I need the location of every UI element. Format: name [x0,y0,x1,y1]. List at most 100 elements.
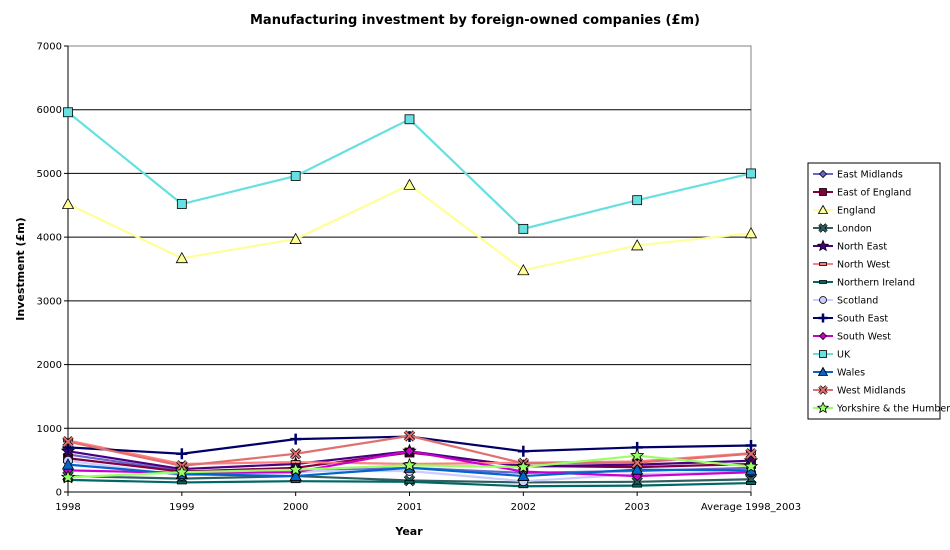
y-tick-label: 6000 [37,105,62,116]
data-point [745,439,757,451]
data-point [288,462,303,476]
legend-label: Wales [837,368,865,379]
chart-title: Manufacturing investment by foreign-owne… [250,13,700,28]
data-point [176,448,188,460]
data-point [818,313,828,323]
data-point [61,458,75,470]
y-tick-label: 7000 [37,42,62,53]
legend-label: West Midlands [837,386,906,397]
x-tick-label: 1999 [169,502,194,513]
legend-label: UK [837,350,851,361]
legend-label: North East [837,242,887,253]
legend-label: South East [837,314,888,325]
legend-item: South East [813,313,888,325]
data-point [819,296,827,304]
data-point [819,350,827,358]
legend-item: Northern Ireland [813,278,915,289]
y-tick-label: 5000 [37,169,62,180]
data-point [289,448,302,460]
x-tick-label: 2002 [511,502,536,513]
legend-item: London [813,223,872,235]
legend-box [807,162,941,420]
legend-item: South West [813,332,891,343]
series-england [61,178,758,276]
y-tick-label: 4000 [37,233,62,244]
legend-item: UK [813,350,851,361]
data-point [176,480,187,485]
data-point [517,445,529,457]
x-tick-label: 2000 [283,502,308,513]
data-point [632,195,643,206]
legend: East Midlands East of England England Londo… [807,162,950,420]
data-point [818,331,828,341]
data-point [404,114,415,125]
data-point [744,226,758,239]
data-point [61,197,75,209]
legend-item: West Midlands [813,385,906,397]
x-tick-label: 1998 [55,502,80,513]
y-axis: 0 1000 2000 3000 4000 5000 6000 7000 [37,42,69,499]
data-point [745,448,757,460]
data-point [60,469,76,484]
legend-label: Northern Ireland [837,278,915,289]
legend-label: London [837,224,872,235]
legend-item: North West [813,260,890,271]
data-point [174,464,190,479]
legend-label: North West [837,260,890,271]
y-axis-title: Investment (£m) [14,217,27,320]
legend-label: East of England [837,188,911,199]
data-point [63,107,73,118]
data-point [818,169,828,179]
data-point [816,239,830,252]
data-point [62,435,74,448]
data-point [289,232,302,244]
data-point [632,483,643,488]
data-point [289,469,302,481]
legend-item: Wales [813,366,865,379]
data-point [175,251,189,264]
legend-label: Yorkshire & the Humber [836,404,950,415]
data-point [403,178,416,190]
data-point [746,481,756,485]
data-point [290,171,301,181]
data-point [630,239,644,251]
series-yorkshire-the-humber [60,448,759,484]
data-point [743,458,759,473]
data-point [818,223,828,233]
legend-item: Scotland [813,296,878,307]
data-point [404,446,415,457]
data-point [517,263,530,276]
data-point [630,463,644,475]
x-tick-label: 2003 [624,502,649,513]
data-point [403,430,416,442]
legend-item: East of England [813,188,911,199]
x-axis-title: Year [394,525,423,538]
y-tick-label: 1000 [37,424,62,435]
data-point [819,262,827,266]
legend-label: Scotland [837,296,878,307]
data-point [402,457,417,472]
legend-item: England [813,204,876,217]
legend-label: South West [837,332,891,343]
data-point [819,188,827,196]
series-group [60,107,759,489]
x-axis: 1998 1999 2000 2001 2002 2003 Average 1998_200… [55,491,801,513]
y-tick-label: 2000 [37,360,62,371]
data-point [816,401,830,414]
data-point [746,168,756,179]
legend-items: East Midlands East of England England Londo… [813,170,950,415]
legend-label: England [837,206,876,217]
plot-area [67,45,752,493]
data-point [818,385,828,395]
series-uk [63,107,756,234]
legend-item: Yorkshire & the Humber [813,401,950,415]
y-tick-label: 0 [56,488,62,499]
data-point [518,223,529,234]
y-tick-label: 3000 [37,296,62,307]
x-tick-label: Average 1998_2003 [701,502,801,513]
legend-item: North East [813,239,887,253]
data-point [290,433,302,445]
data-point [404,479,415,484]
legend-item: East Midlands [813,170,903,181]
